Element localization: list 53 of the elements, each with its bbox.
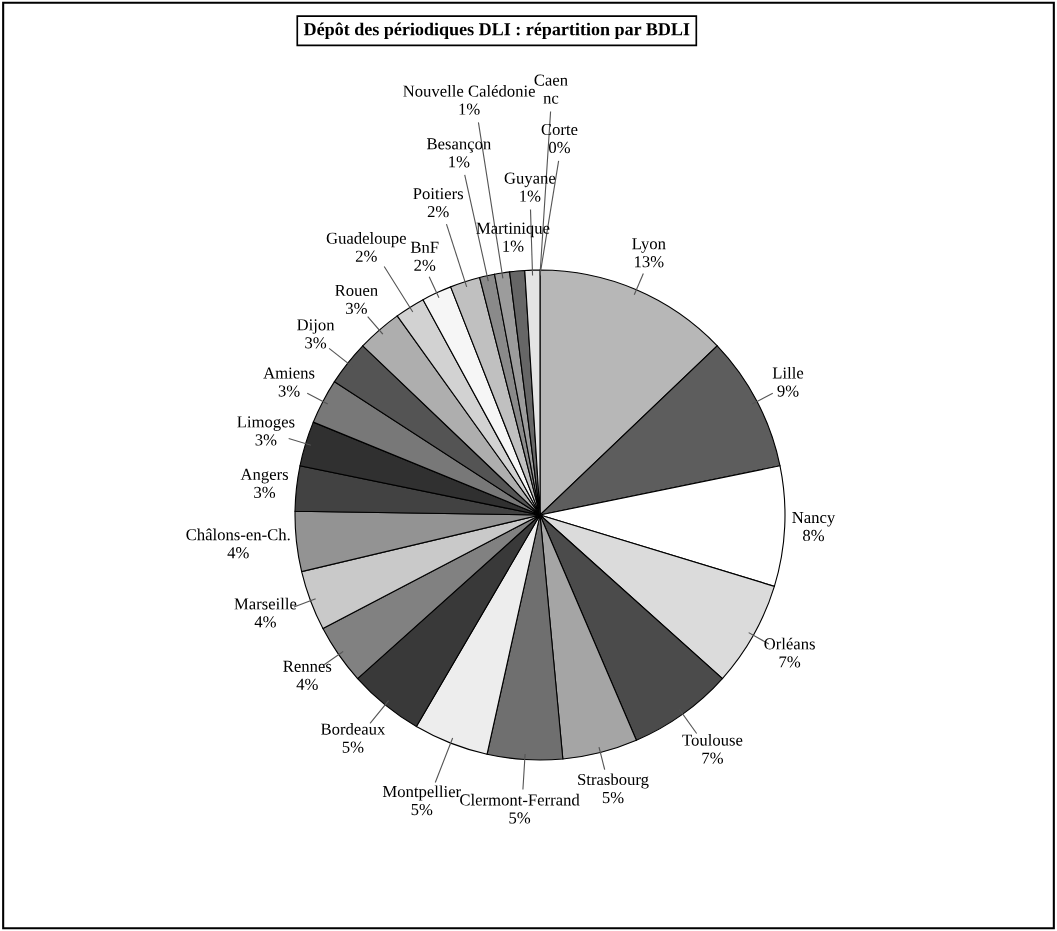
- data-label: 7%: [702, 752, 724, 764]
- data-label: 4%: [254, 616, 276, 628]
- slice-label: Rouen: [335, 284, 378, 297]
- data-label: 3%: [346, 302, 367, 315]
- data-label: 1%: [503, 240, 524, 252]
- data-label: 4%: [227, 547, 249, 559]
- data-label: 4%: [296, 678, 318, 690]
- data-label: 2%: [427, 206, 449, 218]
- data-label: 2%: [414, 259, 436, 271]
- slice-label: Limoges: [237, 416, 295, 431]
- category-label: Caen: [534, 74, 568, 86]
- slice-label: Amiens: [263, 367, 315, 379]
- slice-label: BnF: [410, 241, 439, 253]
- data-label: 2%: [355, 250, 377, 262]
- slice-label: Lille: [772, 366, 804, 379]
- data-label: 5%: [602, 791, 624, 804]
- slice-label: Châlons-en-Ch.: [186, 528, 290, 541]
- slice-label: Bordeaux: [320, 723, 386, 735]
- text: 0%: [548, 141, 570, 154]
- slice-label: Guyane: [504, 172, 556, 188]
- data-label: 3%: [305, 337, 327, 349]
- slice-label: Poitiers: [413, 188, 464, 200]
- slice-label: Dijon: [297, 319, 335, 334]
- data-label: 3%: [255, 434, 277, 446]
- slice-label: Lyon: [632, 238, 666, 253]
- data-label: 5%: [411, 803, 433, 816]
- data-label: 5%: [342, 741, 364, 753]
- slice-label: Toulouse: [682, 733, 743, 746]
- data-label: 9%: [777, 385, 799, 397]
- data-label: 3%: [278, 385, 300, 397]
- slice-label: Rennes: [283, 660, 332, 672]
- data-label: 7%: [779, 656, 801, 668]
- slice-label: Montpellier: [382, 785, 461, 801]
- slice-label: Nouvelle Calédonie: [403, 85, 535, 97]
- data-label: 1%: [449, 156, 470, 168]
- slice-label: Orléans: [764, 637, 815, 650]
- slice-label: Guadeloupe: [326, 232, 406, 248]
- slice-label: Clermont-Ferrand: [460, 793, 580, 806]
- data-label: 5%: [509, 812, 531, 824]
- data-label: 13%: [635, 256, 664, 268]
- data-label: 3%: [254, 486, 276, 499]
- category-label: Corte: [541, 123, 578, 136]
- text: nc: [543, 95, 559, 104]
- chart-title: Dépôt des périodiques DLI : répartition par BDLI: [303, 22, 690, 40]
- slice-label: Angers: [240, 468, 289, 484]
- data-label: 1%: [459, 103, 480, 115]
- data-label: 1%: [520, 190, 541, 202]
- slice-label: Strasbourg: [578, 773, 649, 789]
- slice-label: Besançon: [426, 138, 492, 153]
- slice-label: Martinique: [476, 222, 550, 238]
- data-label: 8%: [803, 529, 825, 542]
- slice-label: Marseille: [234, 597, 297, 610]
- slice-label: Nancy: [792, 511, 836, 527]
